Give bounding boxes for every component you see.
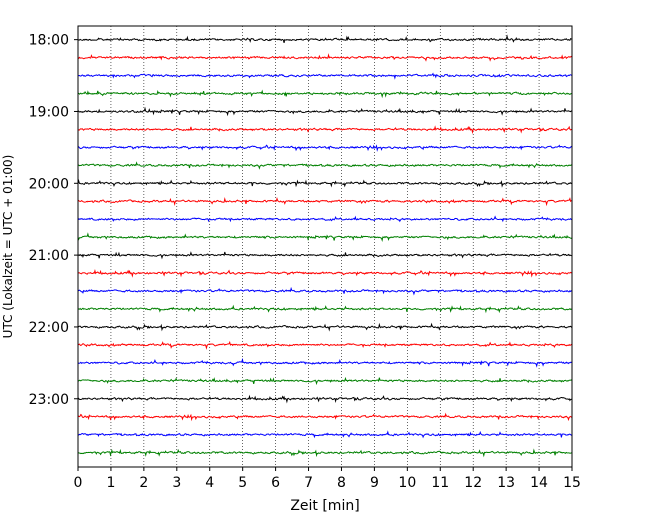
seismic-trace bbox=[77, 179, 573, 188]
x-tick-label: 8 bbox=[337, 475, 346, 491]
seismic-trace bbox=[77, 376, 573, 386]
y-axis-label: UTC (Lokalzeit = UTC + 01:00) bbox=[1, 155, 15, 339]
seismic-trace bbox=[77, 72, 573, 80]
x-tick-label: 11 bbox=[431, 475, 449, 491]
y-tick-label: 20:00 bbox=[29, 176, 69, 192]
seismic-trace bbox=[77, 394, 573, 404]
seismic-trace bbox=[77, 34, 573, 44]
y-tick-label: 18:00 bbox=[29, 33, 69, 49]
y-tick-label: 21:00 bbox=[29, 248, 69, 264]
x-axis-ticks: 0 1 2 3 4 5 6 7 8 9 10 11 12 13 14 15 bbox=[74, 467, 581, 491]
x-tick-label: 10 bbox=[398, 475, 416, 491]
y-tick-label: 19:00 bbox=[29, 104, 69, 120]
x-tick-label: 4 bbox=[205, 475, 214, 491]
seismic-trace bbox=[77, 430, 573, 439]
x-tick-label: 15 bbox=[563, 475, 581, 491]
x-tick-label: 6 bbox=[271, 475, 280, 491]
seismic-trace bbox=[77, 251, 573, 260]
y-tick-label: 22:00 bbox=[29, 320, 69, 336]
seismic-trace bbox=[77, 144, 573, 152]
seismic-trace bbox=[77, 412, 573, 422]
seismic-trace bbox=[77, 286, 573, 296]
x-tick-label: 0 bbox=[74, 475, 83, 491]
seismic-trace bbox=[77, 215, 573, 223]
seismic-trace bbox=[77, 53, 573, 62]
plot-frame bbox=[77, 25, 573, 468]
x-tick-label: 9 bbox=[370, 475, 379, 491]
y-axis-ticks: 18:00 19:00 20:00 21:00 22:00 23:00 bbox=[29, 33, 78, 408]
x-tick-label: 2 bbox=[139, 475, 148, 491]
x-tick-label: 5 bbox=[238, 475, 247, 491]
x-tick-label: 14 bbox=[530, 475, 548, 491]
x-tick-label: 3 bbox=[172, 475, 181, 491]
seismic-trace bbox=[77, 106, 573, 117]
seismic-trace bbox=[77, 322, 573, 332]
seismic-trace bbox=[77, 232, 573, 243]
x-tick-label: 13 bbox=[497, 475, 515, 491]
x-tick-label: 12 bbox=[464, 475, 482, 491]
seismic-trace bbox=[77, 125, 573, 135]
seismic-trace bbox=[77, 161, 573, 170]
seismic-trace bbox=[77, 89, 573, 99]
seismic-trace bbox=[77, 304, 573, 314]
x-tick-label: 1 bbox=[106, 475, 115, 491]
seismic-trace bbox=[77, 268, 573, 278]
x-tick-label: 7 bbox=[304, 475, 313, 491]
seismic-trace bbox=[77, 357, 573, 368]
seismic-trace bbox=[77, 340, 573, 350]
y-tick-label: 23:00 bbox=[29, 392, 69, 408]
trace-layer bbox=[77, 34, 573, 458]
x-axis-label: Zeit [min] bbox=[290, 498, 359, 514]
seismic-trace bbox=[77, 196, 573, 207]
seismic-trace bbox=[77, 448, 573, 458]
